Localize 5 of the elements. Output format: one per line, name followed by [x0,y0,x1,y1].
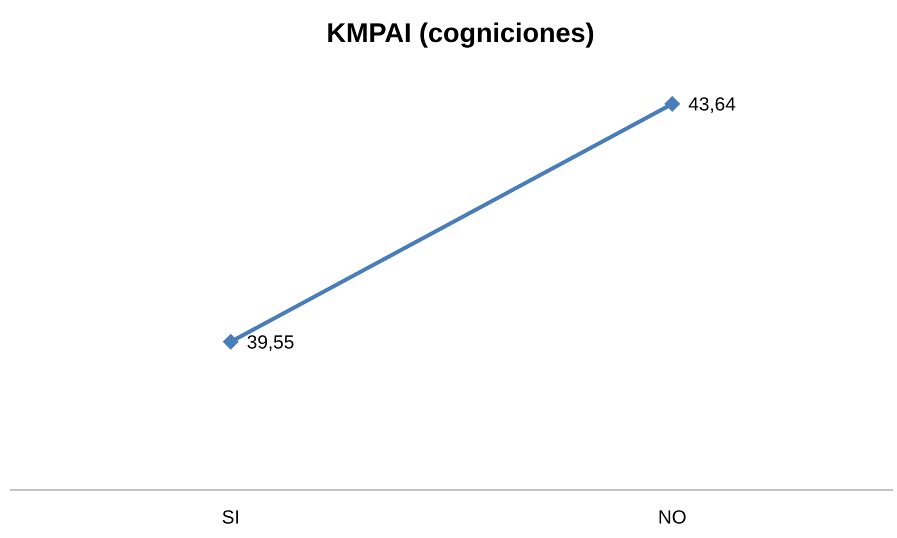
x-tick-label: NO [658,507,686,528]
data-label: 43,64 [688,94,736,116]
data-label: 39,55 [246,332,294,354]
chart-title: KMPAI (cogniciones) [325,17,596,50]
x-tick-label: SI [222,507,240,528]
